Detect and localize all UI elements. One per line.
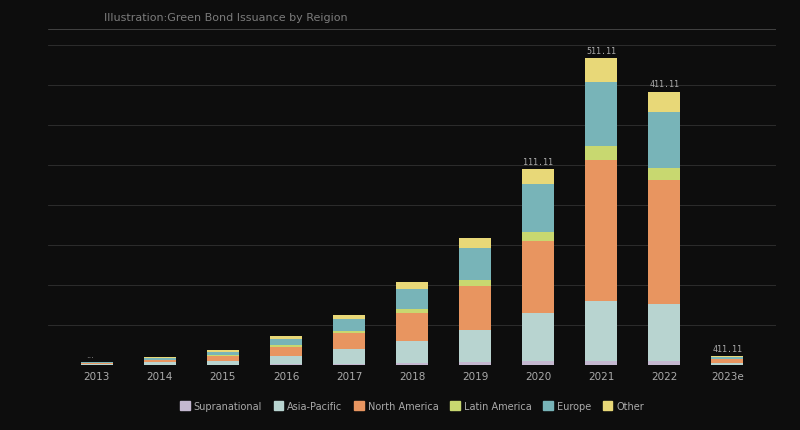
Bar [334,364,365,366]
Bar [81,364,113,365]
Bar [334,334,365,350]
Bar [711,357,743,359]
Bar [334,331,365,334]
Bar [270,356,302,364]
Bar [648,180,680,304]
Bar [144,358,176,359]
Legend: Supranational, Asia-Pacific, North America, Latin America, Europe, Other: Supranational, Asia-Pacific, North Ameri… [176,397,648,415]
Bar [648,304,680,362]
Bar [648,362,680,366]
Bar [586,301,617,361]
Bar [648,168,680,180]
Bar [396,313,428,341]
Bar [81,363,113,364]
Bar [270,339,302,345]
Bar [144,365,176,366]
Bar [270,345,302,347]
Bar [459,362,490,366]
Text: 411.11: 411.11 [712,344,742,353]
Bar [144,362,176,365]
Bar [334,315,365,319]
Bar [396,341,428,363]
Bar [81,362,113,363]
Bar [711,356,743,357]
Bar [586,147,617,161]
Bar [270,364,302,366]
Bar [522,313,554,362]
Bar [270,347,302,356]
Bar [522,242,554,313]
Bar [207,361,238,365]
Bar [522,184,554,232]
Bar [334,350,365,364]
Bar [522,170,554,184]
Bar [459,239,490,248]
Bar [522,232,554,242]
Text: 411.11: 411.11 [649,80,679,89]
Bar [144,357,176,358]
Bar [207,356,238,361]
Bar [396,283,428,289]
Text: Illustration:Green Bond Issuance by Reigion: Illustration:Green Bond Issuance by Reig… [104,13,348,23]
Bar [396,289,428,309]
Bar [711,359,743,362]
Bar [396,363,428,366]
Bar [207,365,238,366]
Bar [586,59,617,83]
Text: ...: ... [86,350,94,359]
Bar [270,336,302,339]
Bar [648,112,680,168]
Text: 111.11: 111.11 [523,158,553,167]
Bar [459,280,490,286]
Bar [207,355,238,356]
Bar [522,362,554,366]
Text: 511.11: 511.11 [586,47,616,55]
Bar [459,248,490,280]
Bar [207,352,238,355]
Bar [396,309,428,313]
Bar [459,286,490,330]
Bar [586,83,617,147]
Bar [711,362,743,365]
Bar [459,330,490,362]
Bar [207,350,238,352]
Bar [144,360,176,362]
Bar [648,92,680,112]
Bar [334,319,365,331]
Bar [586,361,617,366]
Bar [586,161,617,301]
